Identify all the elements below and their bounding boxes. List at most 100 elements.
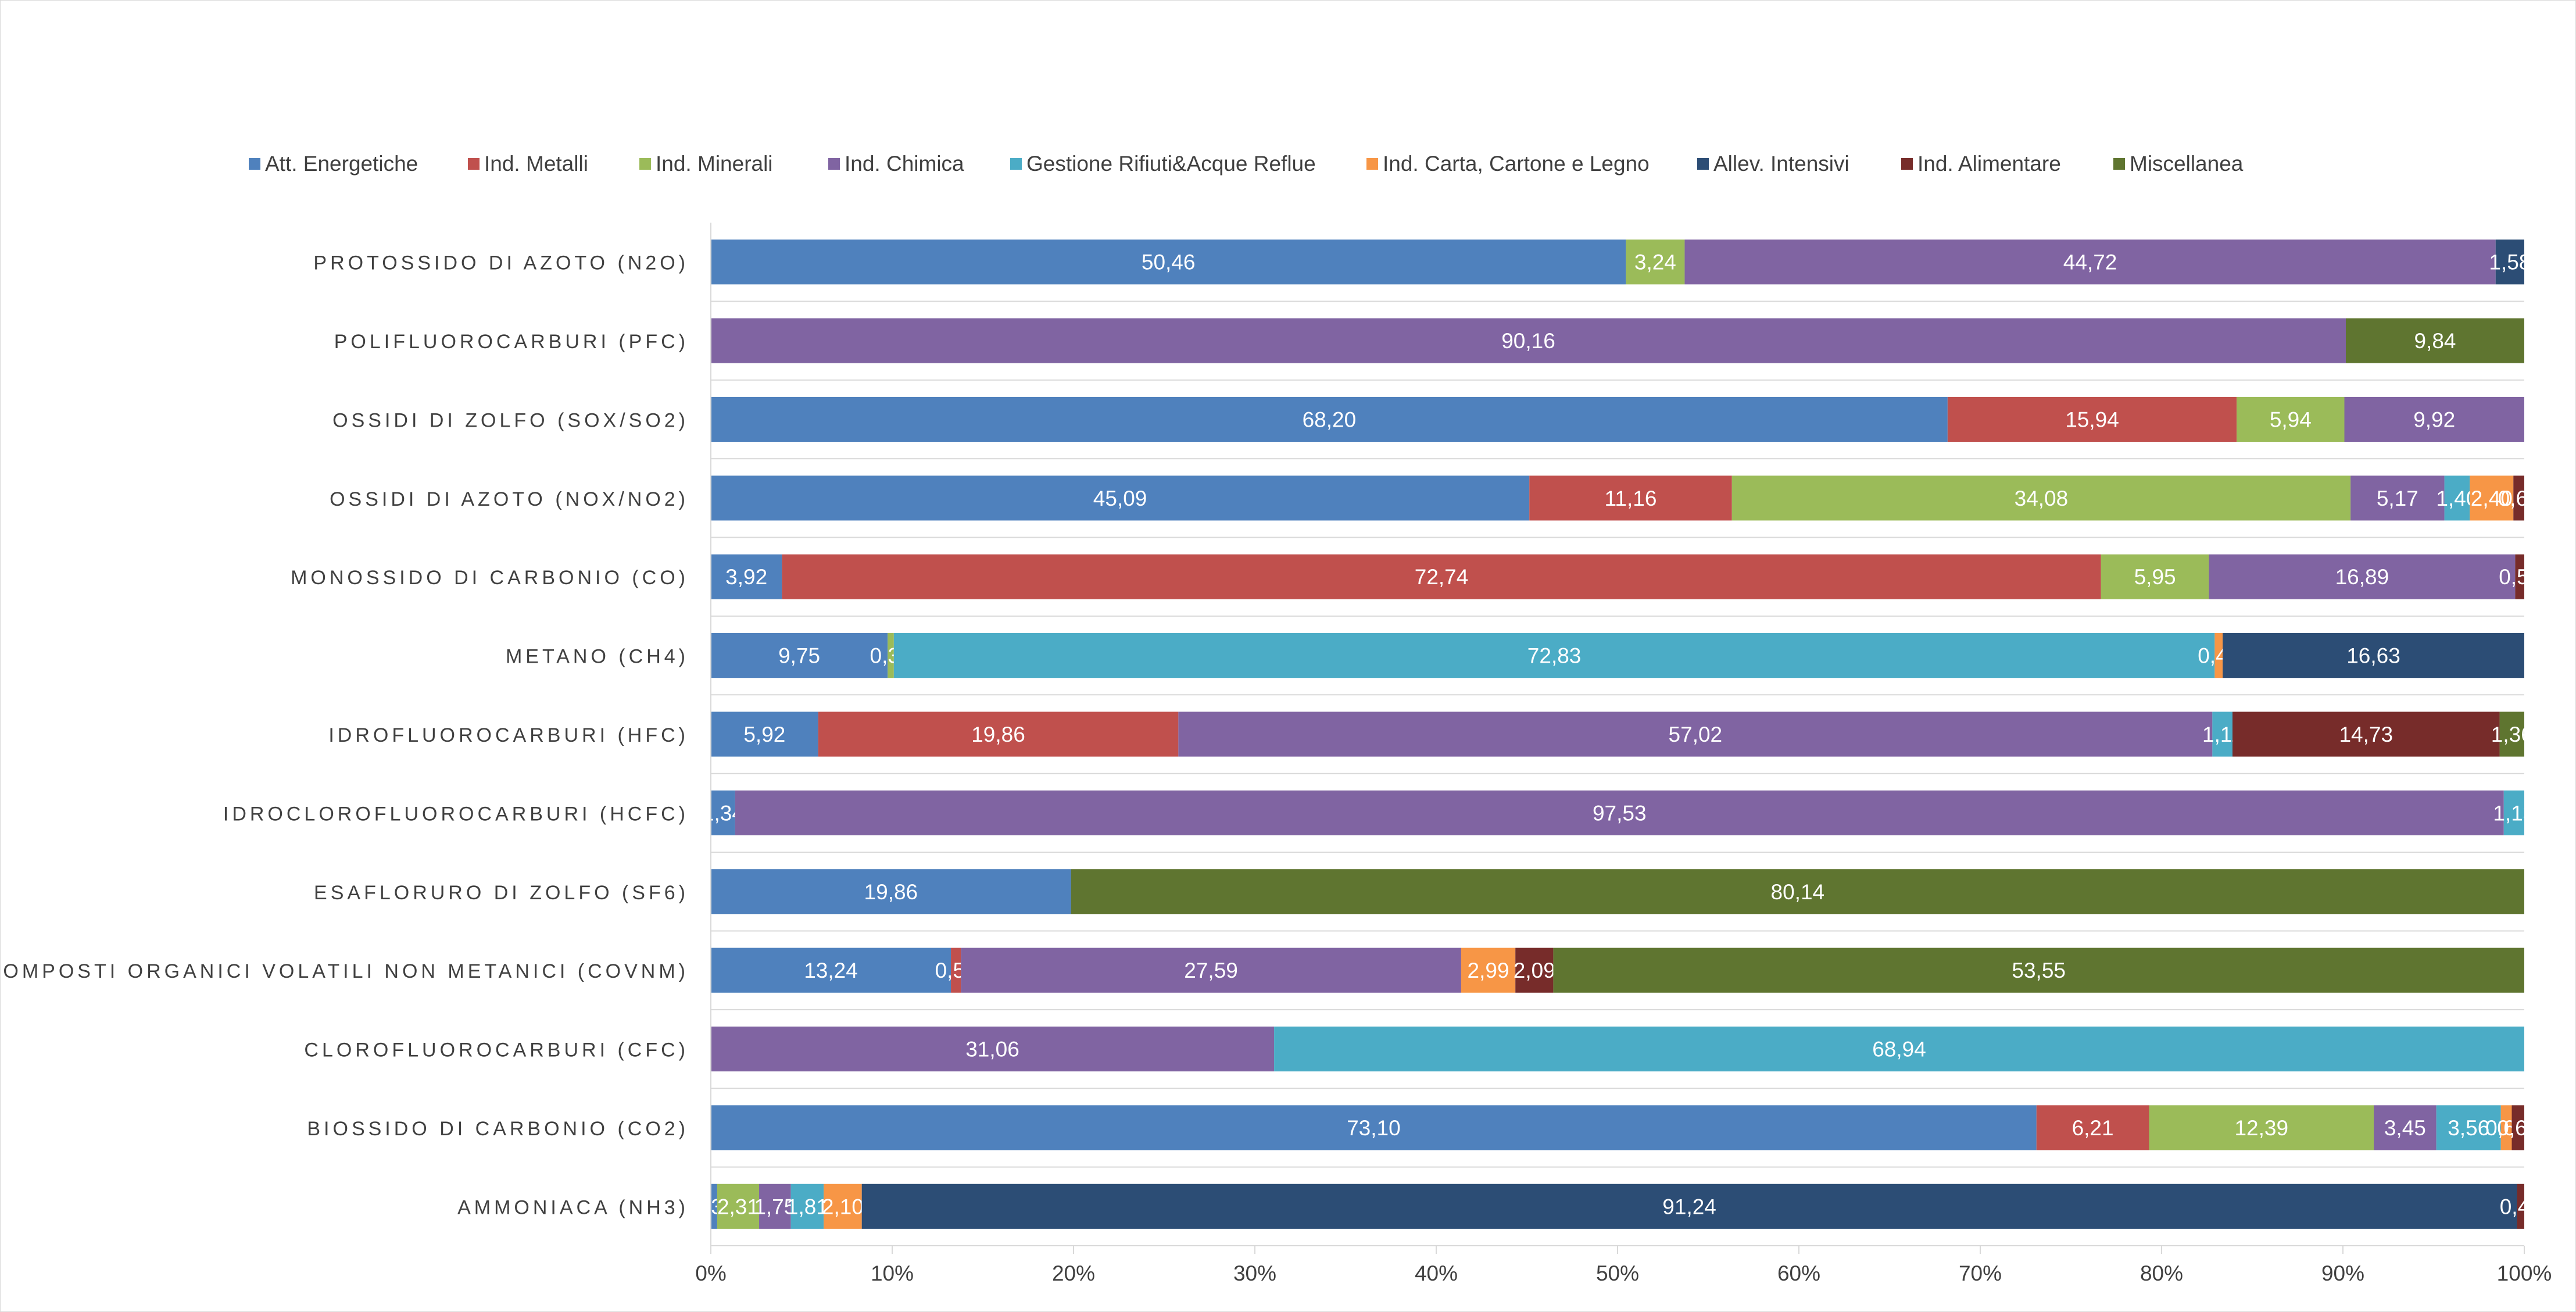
category-label: BIOSSIDO DI CARBONIO (CO2) (307, 1118, 689, 1140)
bar-segment (2436, 1105, 2501, 1150)
bar-segment (2350, 476, 2445, 521)
data-label: 5,17 (2377, 487, 2418, 510)
data-label: 72,83 (1527, 644, 1582, 668)
bar-segment (2223, 633, 2524, 678)
data-label: 0,40 (2500, 1195, 2542, 1218)
category-label: AMMONIACA (NH3) (457, 1196, 689, 1218)
bar-segment (1731, 476, 2351, 521)
data-label: 2,31 (717, 1195, 759, 1218)
legend-swatch (2113, 158, 2125, 170)
data-label: 34,08 (2015, 487, 2069, 510)
legend-label: Ind. Alimentare (1917, 152, 2061, 176)
bar-segment (2232, 712, 2500, 757)
data-label: 1,75 (754, 1195, 796, 1218)
data-label: 44,72 (2063, 251, 2117, 274)
data-label: 72,74 (1415, 565, 1469, 589)
bar-segment (2503, 790, 2524, 835)
category-label: OSSIDI DI ZOLFO (SOX/SO2) (332, 409, 689, 431)
bars: 50,46 3,24 44,72 1,58 90,16 9,84 68,20 15,94 5,9… (693, 239, 2542, 1229)
bar-segment (711, 1026, 1275, 1072)
data-label: 2,40 (2471, 487, 2513, 510)
bar-segment (2470, 476, 2514, 521)
data-label: 90,16 (1501, 329, 1555, 353)
data-label: 80,14 (1771, 880, 1825, 904)
data-label: 2,09 (1514, 959, 1555, 982)
x-tick-label: 50% (1596, 1261, 1639, 1285)
bar-segment (711, 869, 1071, 914)
bar-segment (1529, 476, 1732, 521)
legend-label: Ind. Metalli (484, 152, 588, 176)
x-tick-label: 0% (695, 1261, 726, 1285)
bar-segment (2495, 239, 2524, 285)
data-label: 45,09 (1093, 487, 1147, 510)
legend-label: Gestione Rifiuti&Acque Reflue (1026, 152, 1316, 176)
bar-segment (1071, 869, 2525, 914)
legend-label: Allev. Intensivi (1713, 152, 1849, 176)
legend-label: Att. Energetiche (265, 152, 418, 176)
bar-segment (2374, 1105, 2437, 1150)
data-label: 68,94 (1872, 1038, 1926, 1061)
bar-segment (2444, 476, 2470, 521)
data-label: 13,24 (804, 959, 858, 982)
data-label: 53,55 (2012, 959, 2066, 982)
legend-label: Miscellanea (2130, 152, 2244, 176)
legend-label: Ind. Minerali (656, 152, 773, 176)
bar-segment (2212, 712, 2232, 757)
y-axis-labels: PROTOSSIDO DI AZOTO (N2O) POLIFLUOROCARBU… (0, 252, 689, 1219)
data-label: 2,10 (822, 1195, 864, 1218)
legend-swatch (1901, 158, 1913, 170)
bar-segment (2499, 712, 2524, 757)
data-label: 2,99 (1468, 959, 1509, 982)
bar-segment (2036, 1105, 2149, 1150)
bar-segment (1274, 1026, 2524, 1072)
data-label: 50,46 (1142, 251, 1196, 274)
data-label: 57,02 (1669, 723, 1723, 746)
bar-segment (893, 633, 2215, 678)
bar-segment (1178, 712, 2213, 757)
bar-segment (1684, 239, 2496, 285)
category-label: ESAFLORURO DI ZOLFO (SF6) (314, 882, 689, 904)
data-label: 31,06 (965, 1038, 1019, 1061)
data-label: 0,69 (2497, 1116, 2539, 1140)
bar-segment (2511, 1105, 2524, 1150)
bar-segment (2345, 318, 2524, 363)
category-label: IDROCLOROFLUOROCARBURI (HCFC) (223, 803, 689, 825)
bar-segment (2500, 1105, 2512, 1150)
category-label: OSSIDI DI AZOTO (NOX/NO2) (330, 488, 689, 510)
bar-segment (961, 948, 1461, 993)
bar-segment (711, 1105, 2037, 1150)
legend: Att. Energetiche Ind. Metalli Ind. Mineral… (249, 152, 2244, 176)
data-label: 5,92 (743, 723, 785, 746)
x-tick-label: 70% (1959, 1261, 2002, 1285)
bar-segment (1947, 396, 2237, 442)
data-label: 0,60 (2498, 487, 2540, 510)
data-label: 1,13 (2493, 801, 2535, 825)
data-label: 9,84 (2414, 329, 2456, 353)
bar-segment (711, 476, 1530, 521)
legend-swatch (1697, 158, 1709, 170)
bar-segment (735, 790, 2504, 835)
bar-segment (711, 790, 735, 835)
category-label: MONOSSIDO DI CARBONIO (CO) (291, 567, 689, 589)
bar-segment (1626, 239, 1685, 285)
data-label: 73,10 (1347, 1116, 1401, 1140)
category-label: IDROFLUOROCARBURI (HFC) (328, 724, 689, 746)
bar-segment (2209, 554, 2516, 599)
bar-segment (1461, 948, 1516, 993)
data-label: 11,16 (1605, 487, 1657, 510)
x-axis: 0% 10% 20% 30% 40% 50% 60% 70% 80% 90% 100% (695, 223, 2552, 1285)
x-tick-label: 60% (1777, 1261, 1820, 1285)
data-label: 6,21 (2072, 1116, 2114, 1140)
bar-segment (711, 948, 951, 993)
bar-segment (711, 396, 1948, 442)
data-label: 5,95 (2134, 565, 2176, 589)
bar-segment (1553, 948, 2524, 993)
bar-segment (790, 1184, 824, 1229)
x-tick-label: 100% (2497, 1261, 2552, 1285)
data-label: 97,53 (1593, 801, 1647, 825)
x-tick-label: 10% (871, 1261, 914, 1285)
x-tick-label: 80% (2140, 1261, 2183, 1285)
category-label: METANO (CH4) (506, 646, 689, 668)
data-label: 3,92 (725, 565, 767, 589)
